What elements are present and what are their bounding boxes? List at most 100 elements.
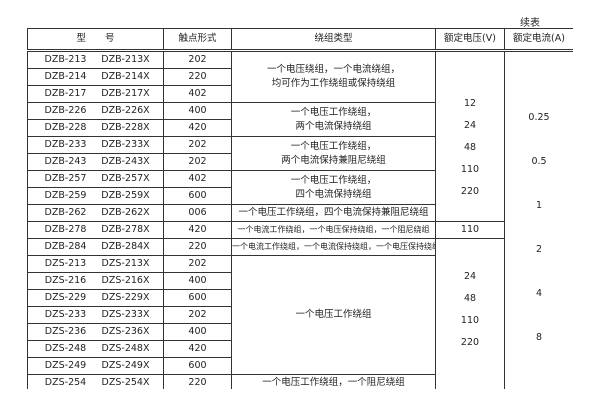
contact-form-cell: 202 <box>163 136 232 154</box>
winding-text: 两个电流保持兼阻尼绕组 <box>281 154 386 166</box>
model-cell: DZB-233 DZB-233X <box>27 136 164 154</box>
voltage-value: 24 <box>463 271 477 282</box>
model-cell: DZS-248 DZS-248X <box>27 340 164 358</box>
voltage-value: 220 <box>460 337 480 348</box>
model-cell: DZS-236 DZS-236X <box>27 323 164 341</box>
model-number-x: DZB-217X <box>101 88 150 99</box>
spec-table: 型 号 触点形式 绕组类型 额定电压(V) 额定电流(A) DZB-213 DZB… <box>27 28 573 389</box>
model-cell: DZB-217 DZB-217X <box>27 85 164 103</box>
contact-form-cell: 400 <box>163 102 232 120</box>
model-cell: DZS-249 DZS-249X <box>27 357 164 375</box>
table-row: DZB-213 DZB-213X 202 一个电压绕组，一个电流绕组， 均可作为工作绕组… <box>27 50 573 389</box>
winding-text: 一个电压工作绕组，四个电流保持兼阻尼绕组 <box>238 207 429 218</box>
table-row: DZB-262 DZB-262X 006 一个电压工作绕组，四个电流保持兼阻尼绕组 <box>27 204 574 222</box>
model-number-x: DZS-233X <box>101 309 150 320</box>
model-cell: DZB-214 DZB-214X <box>27 68 164 86</box>
model-number: DZS-216 <box>44 275 87 286</box>
model-number: DZS-249 <box>44 360 87 371</box>
model-cell: DZS-213 DZS-213X <box>27 255 164 273</box>
spec-table-wrapper: 型 号 触点形式 绕组类型 额定电压(V) 额定电流(A) DZB-213 DZB… <box>27 28 573 389</box>
winding-text: 一个电压工作绕组 <box>295 309 372 320</box>
model-number-x: DZS-236X <box>101 326 150 337</box>
winding-type-cell: 一个电压工作绕组，一个阻尼绕组 <box>231 374 436 389</box>
model-number-x: DZB-214X <box>101 71 150 82</box>
model-cell: DZB-284 DZB-284X <box>27 238 164 256</box>
current-value: 0.25 <box>528 112 550 123</box>
contact-form-cell: 400 <box>163 272 232 290</box>
current-value: 1 <box>535 200 543 211</box>
table-row: DZB-278 DZB-278X 420 一个电流工作绕组，一个电压保持绕组，一个阻尼… <box>27 221 574 239</box>
table-row: DZB-214 DZB-214X 220 <box>27 68 574 86</box>
model-number-x: DZS-249X <box>101 360 150 371</box>
current-value: 2 <box>535 244 543 255</box>
header-model: 型 号 <box>27 28 164 52</box>
contact-form-cell: 600 <box>163 357 232 375</box>
model-number-x: DZS-213X <box>101 258 150 269</box>
contact-form-cell: 420 <box>163 119 232 137</box>
model-number: DZB-228 <box>44 122 87 133</box>
model-number: DZB-214 <box>44 71 87 82</box>
header-current: 额定电流(A) <box>504 28 573 52</box>
model-number: DZS-236 <box>44 326 87 337</box>
winding-type-cell: 一个电压工作绕组 <box>231 255 436 375</box>
model-cell: DZB-226 DZB-226X <box>27 102 164 120</box>
table-row: DZS-216 DZS-216X 400 <box>27 272 574 290</box>
contact-form-cell: 402 <box>163 170 232 188</box>
model-cell: DZB-278 DZB-278X <box>27 221 164 239</box>
contact-form-cell: 202 <box>163 153 232 171</box>
model-number-x: DZB-226X <box>101 105 150 116</box>
winding-type-cell: 一个电压工作绕组， 两个电流保持兼阻尼绕组 <box>231 136 436 171</box>
winding-text: 一个电流工作绕组，一个电流保持绕组，一个电压保持绕组 <box>232 242 436 251</box>
table-row: DZB-284 DZB-284X 220 一个电流工作绕组，一个电流保持绕组，一个电压… <box>27 238 574 389</box>
winding-type-cell: 一个电流工作绕组，一个电流保持绕组，一个电压保持绕组 <box>231 238 436 256</box>
voltage-cell: 24 48 110 220 <box>435 238 505 389</box>
model-cell: DZB-259 DZB-259X <box>27 187 164 205</box>
winding-text: 一个电压工作绕组， <box>290 106 377 118</box>
model-number: DZB-259 <box>44 190 87 201</box>
model-number-x: DZB-243X <box>101 156 150 167</box>
model-number: DZS-233 <box>44 309 87 320</box>
winding-text: 均可作为工作绕组或保持绕组 <box>271 78 396 89</box>
model-number-x: DZS-248X <box>101 343 150 354</box>
model-cell: DZS-216 DZS-216X <box>27 272 164 290</box>
model-number: DZB-262 <box>44 207 87 218</box>
voltage-value: 48 <box>463 293 477 304</box>
voltage-cell: 12 24 48 110 220 <box>435 50 505 222</box>
model-number: DZS-254 <box>44 377 87 388</box>
contact-form-cell: 420 <box>163 221 232 239</box>
voltage-value: 48 <box>463 141 477 153</box>
winding-text: 一个电压绕组，一个电流绕组， <box>266 64 400 75</box>
voltage-value: 24 <box>463 119 477 131</box>
model-cell: DZS-229 DZS-229X <box>27 289 164 307</box>
model-cell: DZB-243 DZB-243X <box>27 153 164 171</box>
model-number: DZB-278 <box>44 224 87 235</box>
winding-text: 一个电流工作绕组，一个电压保持绕组，一个阻尼绕组 <box>237 225 430 234</box>
model-number: DZB-284 <box>44 241 87 252</box>
contact-form-cell: 006 <box>163 204 232 222</box>
contact-form-cell: 220 <box>163 374 232 389</box>
winding-type-cell: 一个电压工作绕组， 两个电流保持绕组 <box>231 102 436 137</box>
model-number: DZB-226 <box>44 105 87 116</box>
contact-form-cell: 202 <box>163 306 232 324</box>
contact-form-cell: 220 <box>163 68 232 86</box>
model-number-x: DZB-262X <box>101 207 150 218</box>
model-number: DZB-233 <box>44 139 87 150</box>
table-row: DZB-257 DZB-257X 402 一个电压工作绕组， 四个电流保持绕组 <box>27 170 574 205</box>
current-value: 0.5 <box>531 156 547 167</box>
header-winding: 绕组类型 <box>231 28 436 52</box>
winding-type-cell: 一个电压绕组，一个电流绕组， 均可作为工作绕组或保持绕组 <box>231 50 436 103</box>
voltage-value: 12 <box>463 97 477 109</box>
contact-form-cell: 400 <box>163 323 232 341</box>
winding-type-cell: 一个电压工作绕组， 四个电流保持绕组 <box>231 170 436 205</box>
winding-text: 一个电压工作绕组， <box>290 140 377 152</box>
model-number: DZS-248 <box>44 343 87 354</box>
contact-form-cell: 402 <box>163 85 232 103</box>
contact-form-cell: 202 <box>163 255 232 273</box>
model-number: DZS-213 <box>44 258 87 269</box>
header-contact: 触点形式 <box>163 28 232 52</box>
model-number: DZB-257 <box>44 173 87 184</box>
continued-label: 续表 <box>520 18 540 29</box>
model-number-x: DZB-259X <box>101 190 150 201</box>
contact-form-cell: 220 <box>163 238 232 256</box>
model-number-x: DZB-257X <box>101 173 150 184</box>
